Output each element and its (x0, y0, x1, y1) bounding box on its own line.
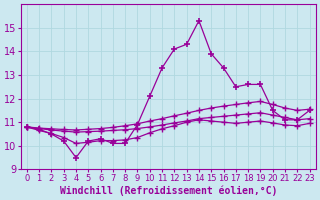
X-axis label: Windchill (Refroidissement éolien,°C): Windchill (Refroidissement éolien,°C) (60, 185, 277, 196)
